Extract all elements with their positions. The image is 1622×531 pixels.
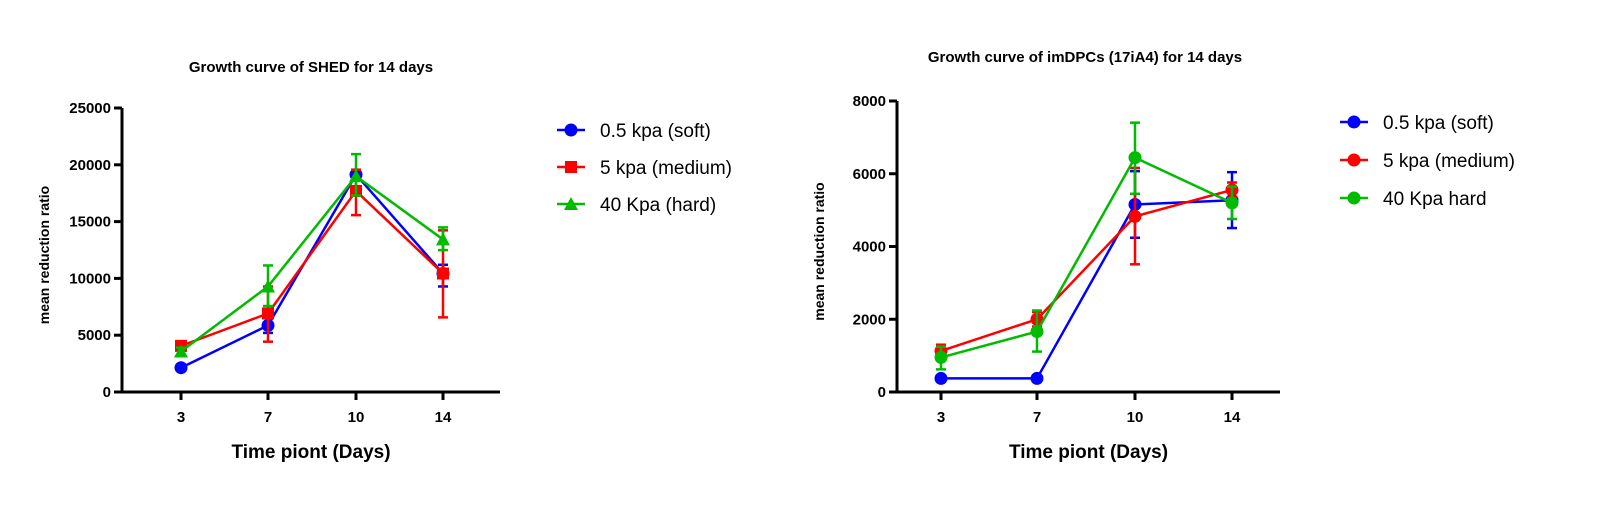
series-line: [180, 174, 444, 353]
y-tick-label: 8000: [853, 93, 886, 110]
y-axis-label: mean reduction ratio: [811, 182, 827, 320]
y-tick-label: 0: [878, 384, 886, 401]
data-point: [1030, 371, 1044, 385]
legend-label: 0.5 kpa (soft): [1383, 113, 1494, 134]
x-tick-label: 14: [1224, 409, 1241, 426]
y-tick-label: 4000: [853, 239, 886, 256]
data-point: [1128, 209, 1142, 223]
x-tick-label: 10: [348, 409, 365, 426]
y-tick-label: 25000: [69, 100, 111, 117]
legend-item: 5 kpa (medium): [1340, 151, 1515, 172]
x-tick-label: 3: [177, 409, 185, 426]
chart-title: Growth curve of imDPCs (17iA4) for 14 da…: [928, 49, 1242, 66]
data-point: [437, 267, 449, 280]
legend-item: 40 Kpa (hard): [557, 195, 716, 216]
x-axis-label: Time piont (Days): [1009, 442, 1168, 463]
chart-1: Growth curve of SHED for 14 days05000100…: [36, 59, 732, 463]
data-point: [262, 307, 274, 320]
y-tick-label: 10000: [69, 270, 111, 287]
legend-marker: [564, 197, 578, 210]
series-1: [934, 169, 1239, 385]
data-point: [1128, 151, 1142, 165]
legend-label: 5 kpa (medium): [1383, 151, 1515, 172]
legend-item: 0.5 kpa (soft): [1340, 113, 1494, 134]
chart-2: Growth curve of imDPCs (17iA4) for 14 da…: [811, 49, 1515, 463]
series-3: [174, 152, 450, 358]
y-tick-label: 15000: [69, 214, 111, 231]
data-point: [174, 361, 188, 375]
data-point: [1225, 196, 1239, 210]
series-line: [180, 189, 444, 348]
legend-item: 0.5 kpa (soft): [557, 121, 711, 142]
legend-marker: [564, 123, 578, 137]
y-tick-label: 0: [103, 384, 111, 401]
x-tick-label: 3: [937, 409, 945, 426]
data-point: [436, 232, 450, 246]
series-line: [940, 155, 1233, 359]
y-tick-label: 2000: [853, 311, 886, 328]
x-axis-label: Time piont (Days): [231, 442, 390, 463]
legend-label: 0.5 kpa (soft): [600, 121, 711, 142]
legend-label: 5 kpa (medium): [600, 158, 732, 179]
legend-marker: [1347, 115, 1361, 129]
y-tick-label: 6000: [853, 166, 886, 183]
chart-title: Growth curve of SHED for 14 days: [189, 59, 433, 76]
x-tick-label: 7: [264, 409, 272, 426]
series-1: [174, 168, 450, 375]
x-tick-label: 14: [435, 409, 452, 426]
y-tick-label: 20000: [69, 157, 111, 174]
legend-item: 5 kpa (medium): [557, 158, 732, 179]
x-tick-label: 10: [1127, 409, 1144, 426]
series-line: [180, 172, 444, 369]
legend-label: 40 Kpa (hard): [600, 195, 716, 216]
data-point: [1030, 325, 1044, 339]
data-point: [934, 350, 948, 364]
y-axis-label: mean reduction ratio: [36, 186, 52, 324]
legend-label: 40 Kpa hard: [1383, 189, 1487, 210]
data-point: [261, 279, 275, 293]
data-point: [174, 344, 188, 358]
series-3: [934, 121, 1239, 371]
legend-item: 40 Kpa hard: [1340, 189, 1487, 210]
legend-marker: [1347, 191, 1361, 205]
data-point: [934, 371, 948, 385]
legend-marker: [1347, 153, 1361, 167]
series-line: [940, 188, 1233, 353]
y-tick-label: 5000: [78, 327, 111, 344]
series-line: [941, 199, 1233, 380]
data-point: [349, 169, 363, 183]
x-tick-label: 7: [1033, 409, 1041, 426]
legend-marker: [565, 161, 577, 173]
series-2: [934, 166, 1239, 359]
